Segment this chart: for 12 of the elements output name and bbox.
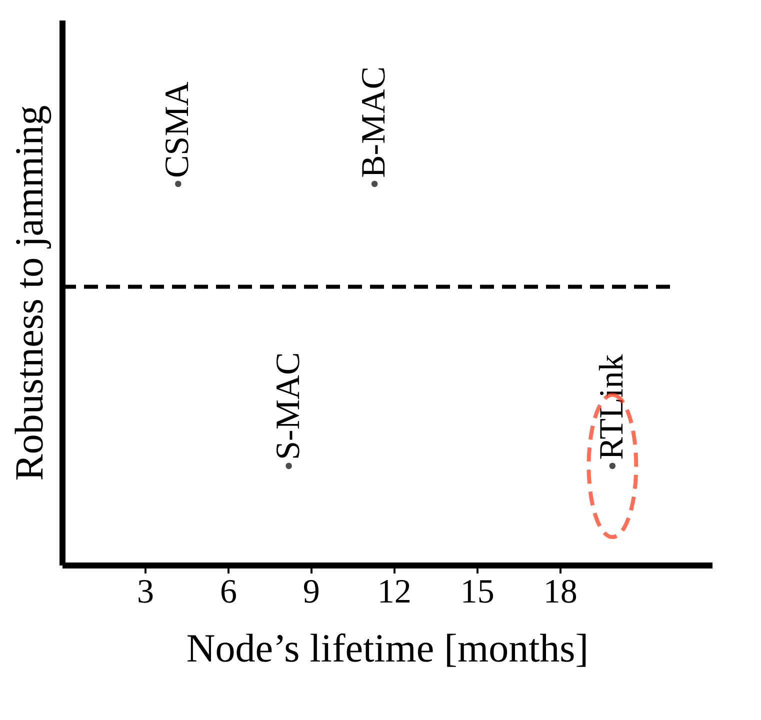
x-tick-label: 6 — [220, 574, 237, 610]
x-axis-title: Node’s lifetime [months] — [186, 626, 589, 670]
annotation: B-MAC — [356, 66, 393, 178]
annotation: CSMA — [159, 81, 196, 178]
x-tick-label: 18 — [543, 574, 578, 610]
x-tick-label: 3 — [136, 574, 154, 610]
x-tick-label: 9 — [302, 574, 320, 610]
annotation: RTLink — [593, 354, 630, 460]
annotation: S-MAC — [270, 352, 307, 460]
x-tick-label: 12 — [377, 574, 412, 610]
x-tick-label: 15 — [460, 574, 494, 610]
y-axis-title: Robustness to jamming — [6, 105, 52, 481]
